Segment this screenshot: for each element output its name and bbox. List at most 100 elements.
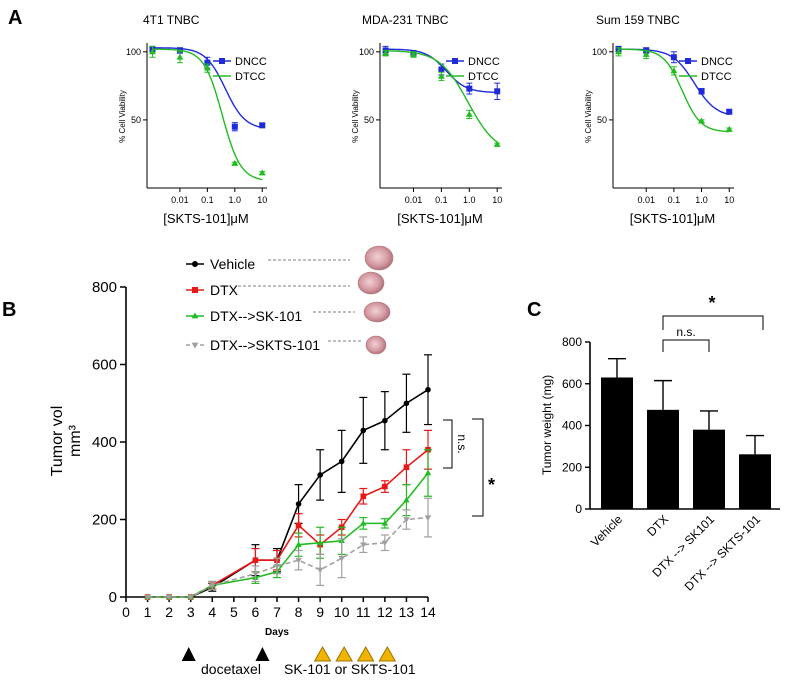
b-legend-dtx-skts-101: DTX-->SKTS-101 bbox=[210, 337, 320, 353]
b-dtx-skts-101-point bbox=[338, 556, 345, 562]
a3-y-tick-label: 50 bbox=[597, 115, 607, 125]
b-dtx-skts-101-point bbox=[381, 540, 389, 547]
b-dtx-skts-101-point bbox=[360, 542, 367, 549]
a1-legend-dtcc: DTCC bbox=[235, 71, 266, 83]
a3-title: Sum 159 TNBC bbox=[596, 13, 680, 27]
b-legend-marker bbox=[191, 312, 199, 319]
panel-label-b: B bbox=[2, 299, 16, 321]
b-x-tick-label: 14 bbox=[420, 604, 436, 620]
b-dtx-skts-101-point bbox=[252, 571, 259, 578]
b-x-tick-label: 0 bbox=[122, 604, 130, 620]
a3-x-tick-label: 0.01 bbox=[637, 195, 655, 205]
b-dtx-sk-101-point bbox=[360, 520, 367, 526]
b-dtx-skts-101-point bbox=[165, 594, 173, 601]
panel-a-sum159-chart: Sum 159 TNBC 50 100 0.01 0.1 1.0 10 % Cell Viab… bbox=[584, 13, 734, 226]
b-y-tick-label: 600 bbox=[92, 357, 117, 374]
a3-x-tick-label: 1.0 bbox=[695, 195, 708, 205]
b-ylabel-units: mm³ bbox=[67, 424, 84, 457]
b-x-tick-label: 7 bbox=[273, 604, 281, 620]
b-dtx-skts-101-point bbox=[209, 583, 216, 589]
a1-legend-dncc: DNCC bbox=[235, 56, 267, 68]
b-xlabel: Days bbox=[265, 627, 289, 638]
c-y-tick-label: 400 bbox=[562, 419, 582, 433]
a2-legend-dncc: DNCC bbox=[468, 56, 500, 68]
tumor-image-dtx-skts-101 bbox=[365, 335, 387, 355]
b-x-tick-label: 6 bbox=[252, 604, 260, 620]
b-x-tick-label: 9 bbox=[316, 604, 324, 620]
a3-ylabel: % Cell Viability bbox=[584, 90, 593, 143]
tumor-image-dtx bbox=[357, 271, 385, 295]
a3-legend-dtcc: DTCC bbox=[701, 71, 732, 83]
b-legend-marker bbox=[192, 261, 198, 267]
b-y-tick-label: 400 bbox=[92, 434, 117, 451]
c-bar-dtx-sk101 bbox=[693, 429, 725, 509]
a2-dtcc-fit-curve bbox=[385, 50, 498, 143]
c-bar-dtx-skts-101 bbox=[739, 454, 771, 509]
b-x-tick-label: 8 bbox=[295, 604, 303, 620]
b-dtx-skts-101-point bbox=[273, 563, 281, 570]
a2-y-tick-label: 100 bbox=[359, 47, 374, 57]
a2-dncc-point bbox=[466, 85, 473, 92]
c-ylabel: Tumor weight (mg) bbox=[540, 375, 554, 475]
a2-xlabel: [SKTS-101]μM bbox=[397, 211, 483, 226]
docetaxel-dose-marker bbox=[181, 647, 196, 661]
a3-dtcc-point bbox=[698, 117, 706, 124]
a2-x-tick-label: 0.01 bbox=[405, 195, 423, 205]
b-dtx-sk-101-point bbox=[424, 469, 432, 476]
a2-dtcc-point bbox=[465, 110, 473, 117]
b-legend-vehicle: Vehicle bbox=[210, 256, 255, 272]
b-x-tick-label: 13 bbox=[399, 604, 415, 620]
sk-dose-marker bbox=[378, 645, 397, 662]
a1-dncc-point bbox=[204, 59, 211, 66]
b-legend-dtx: DTX bbox=[210, 282, 239, 298]
a2-dtcc-point bbox=[437, 72, 445, 79]
a1-x-tick-label: 10 bbox=[257, 195, 267, 205]
a2-title: MDA-231 TNBC bbox=[362, 13, 449, 27]
c-y-tick-label: 600 bbox=[562, 377, 582, 391]
tumor-image-dtx-sk-101 bbox=[363, 301, 391, 323]
b-x-tick-label: 3 bbox=[187, 604, 195, 620]
a3-legend-marker bbox=[685, 58, 691, 64]
a1-dncc-point bbox=[231, 123, 238, 130]
b-ylabel: Tumor vol bbox=[49, 406, 66, 477]
a1-x-tick-label: 0.1 bbox=[201, 195, 214, 205]
a3-y-tick-label: 100 bbox=[592, 47, 607, 57]
b-star-bracket bbox=[472, 418, 484, 517]
a2-x-tick-label: 0.1 bbox=[435, 195, 448, 205]
sk-dose-marker bbox=[356, 645, 375, 662]
c-ns-label: n.s. bbox=[676, 325, 695, 339]
a1-legend-marker bbox=[219, 58, 225, 64]
b-dtx-point bbox=[360, 493, 367, 500]
a2-dtcc-point bbox=[410, 50, 417, 57]
b-vehicle-point bbox=[360, 427, 367, 434]
b-x-tick-label: 11 bbox=[356, 604, 371, 620]
a1-title: 4T1 TNBC bbox=[143, 13, 200, 27]
a2-ylabel: % Cell Viability bbox=[351, 90, 360, 143]
a1-xlabel: [SKTS-101]μM bbox=[163, 211, 249, 226]
b-vehicle-point bbox=[317, 472, 323, 478]
c-y-tick-label: 800 bbox=[562, 335, 582, 349]
b-y-tick-label: 0 bbox=[109, 589, 117, 606]
b-dtx-skts-101-point bbox=[403, 517, 410, 523]
tumor-image-vehicle bbox=[364, 245, 394, 271]
b-dtx-skts-101-point bbox=[144, 594, 151, 601]
a1-dtcc-point bbox=[203, 64, 211, 71]
a3-xlabel: [SKTS-101]μM bbox=[630, 211, 716, 226]
a3-dtcc-point bbox=[615, 48, 622, 55]
panel-a-4t1-chart: 4T1 TNBC 50 100 0.01 0.1 1.0 10 % Cell Viabilit… bbox=[118, 13, 267, 226]
panel-label-a: A bbox=[8, 7, 22, 29]
a3-legend-dncc: DNCC bbox=[701, 56, 733, 68]
b-y-tick-label: 800 bbox=[92, 279, 117, 296]
c-y-tick-label: 0 bbox=[575, 502, 582, 516]
panel-a-mda231-chart: MDA-231 TNBC 50 100 0.01 0.1 1.0 10 % Cell Viab… bbox=[351, 13, 502, 226]
a3-dtcc-point bbox=[670, 67, 678, 74]
docetaxel-label: docetaxel bbox=[201, 661, 261, 677]
b-x-tick-label: 2 bbox=[165, 604, 173, 620]
a1-dtcc-point bbox=[176, 53, 184, 60]
a3-dncc-point bbox=[698, 88, 705, 95]
b-vehicle-point bbox=[425, 386, 431, 393]
a2-y-tick-label: 50 bbox=[364, 115, 374, 125]
a3-dncc-point bbox=[726, 108, 733, 115]
b-legend-marker bbox=[192, 287, 198, 293]
